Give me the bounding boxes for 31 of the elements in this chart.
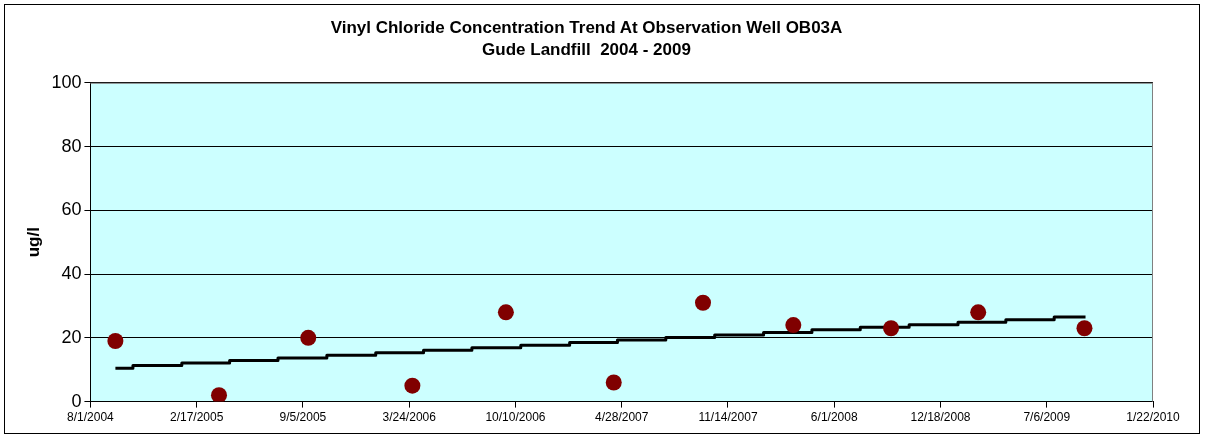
y-tick-label: 60 <box>61 199 82 220</box>
x-tick-label: 11/14/2007 <box>698 410 758 425</box>
y-tick-label: 0 <box>71 390 82 411</box>
y-axis-title: ug/l <box>23 227 43 258</box>
x-tick-label: 4/28/2007 <box>595 410 649 425</box>
chart-title: Vinyl Chloride Concentration Trend At Observation Well OB03A <box>330 17 843 37</box>
point <box>605 374 622 391</box>
point <box>883 320 900 337</box>
point <box>107 333 124 350</box>
point <box>1076 320 1093 337</box>
x-tick-label: 8/1/2004 <box>67 410 115 425</box>
x-tick-label: 1/22/2010 <box>1126 410 1181 425</box>
y-tick-label: 40 <box>61 263 82 284</box>
x-tick-label: 2/17/2005 <box>169 410 224 425</box>
y-tick-label: 20 <box>61 326 82 347</box>
point <box>497 304 514 321</box>
x-tick-label: 7/6/2009 <box>1023 410 1071 425</box>
chart-subtitle: Gude Landfill 2004 - 2009 <box>482 40 691 60</box>
point <box>970 304 987 321</box>
x-tick-label: 10/10/2006 <box>485 410 546 425</box>
point <box>695 294 711 311</box>
y-tick-label: 80 <box>61 135 82 156</box>
point <box>785 317 802 334</box>
x-tick-label: 9/5/2005 <box>279 410 327 425</box>
point <box>300 329 317 346</box>
x-tick-label: 3/24/2006 <box>382 410 437 425</box>
point <box>211 387 227 402</box>
y-tick-label: 100 <box>51 71 82 92</box>
point <box>404 377 421 394</box>
x-tick-label: 12/18/2008 <box>910 410 971 425</box>
x-tick-label: 6/1/2008 <box>810 410 858 425</box>
